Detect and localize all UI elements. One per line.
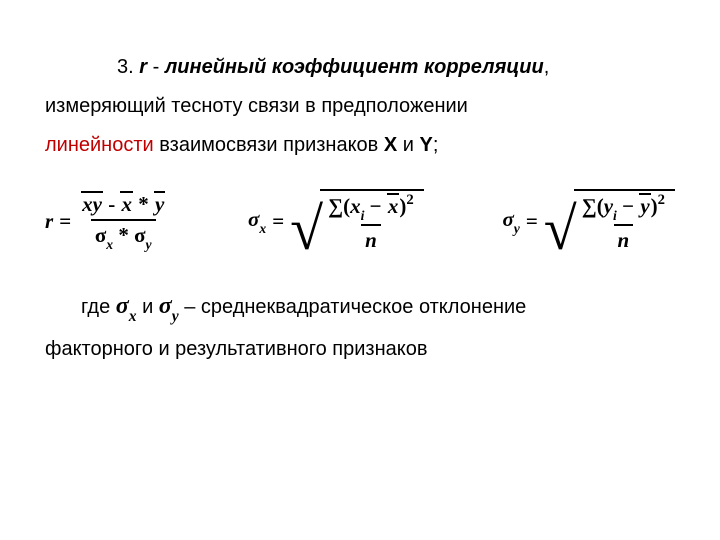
sub-i: i bbox=[361, 208, 365, 223]
paragraph-where: где σx и σy – среднеквадратическое откло… bbox=[45, 283, 675, 330]
r-numerator: xy - x * y bbox=[77, 191, 169, 219]
linearity-word: линейности bbox=[45, 134, 154, 156]
item-number: 3. bbox=[117, 56, 134, 78]
sy-numerator: ∑(yi − y)2 bbox=[578, 193, 669, 224]
sqrt: √ ∑(xi − x)2 n bbox=[290, 189, 424, 253]
radical-icon: √ bbox=[290, 206, 323, 253]
std-deviation: среднеквадратическое отклонение bbox=[201, 296, 526, 318]
star2: * bbox=[113, 223, 134, 247]
sx-fraction: ∑(xi − x)2 n bbox=[324, 193, 418, 253]
formula-sigma-y: σy = √ ∑(yi − y)2 n bbox=[502, 189, 675, 253]
equals: = bbox=[526, 209, 538, 234]
y: y bbox=[640, 194, 649, 218]
sx-denominator: n bbox=[361, 224, 381, 253]
sum-icon: ∑ bbox=[582, 194, 597, 218]
symbol-r: r bbox=[139, 56, 147, 78]
symbol-Y: Y bbox=[420, 134, 433, 156]
paragraph-1: 3. r - линейный коэффициент корреляции, bbox=[45, 48, 675, 87]
paragraph-2: измеряющий тесноту связи в предположении bbox=[45, 87, 675, 126]
minus: − bbox=[364, 194, 386, 218]
page: 3. r - линейный коэффициент корреляции, … bbox=[0, 0, 720, 369]
formula-row: r = xy - x * y σx * σy σx = √ ∑(xi bbox=[45, 189, 675, 253]
sub-y: y bbox=[172, 308, 179, 325]
sub-i: i bbox=[613, 208, 617, 223]
paragraph-3: линейности взаимосвязи признаков X и Y; bbox=[45, 126, 675, 165]
x: x bbox=[388, 194, 399, 218]
r-fraction: xy - x * y σx * σy bbox=[77, 191, 169, 251]
y-bar: y bbox=[639, 193, 650, 217]
minus: − bbox=[617, 194, 639, 218]
formula-r: r = xy - x * y σx * σy bbox=[45, 191, 169, 251]
sqrt-body: ∑(yi − y)2 n bbox=[574, 189, 675, 253]
x-bar: x bbox=[387, 193, 400, 217]
sigma: σ bbox=[248, 207, 259, 231]
n: n bbox=[365, 228, 377, 252]
symbol-X: X bbox=[384, 134, 397, 156]
dash: – bbox=[184, 296, 195, 318]
radical-icon: √ bbox=[544, 206, 577, 253]
x-bar: x bbox=[120, 191, 133, 215]
open-paren: ( bbox=[597, 194, 604, 218]
text-span-1: взаимосвязи признаков bbox=[154, 134, 384, 156]
squared: 2 bbox=[406, 192, 413, 208]
sub-x: x bbox=[259, 221, 266, 236]
sub-x: x bbox=[129, 308, 137, 325]
sx-lhs: σx bbox=[248, 207, 266, 235]
r-denominator: σx * σy bbox=[91, 219, 156, 251]
sqrt: √ ∑(yi − y)2 n bbox=[544, 189, 675, 253]
sigma: σ bbox=[116, 293, 129, 319]
paragraph-last: факторного и результативного признаков bbox=[45, 330, 675, 369]
x: x bbox=[121, 192, 132, 216]
xy: xy bbox=[82, 192, 102, 216]
equals: = bbox=[59, 209, 71, 234]
sx-numerator: ∑(xi − x)2 bbox=[324, 193, 418, 224]
yi: y bbox=[604, 194, 613, 218]
sigma: σ bbox=[159, 293, 172, 319]
y-bar: y bbox=[154, 191, 165, 215]
sub-y: y bbox=[146, 237, 152, 252]
minus: - bbox=[103, 192, 121, 216]
equals: = bbox=[272, 209, 284, 234]
y: y bbox=[155, 192, 164, 216]
sy-lhs: σy bbox=[502, 207, 519, 235]
dash: - bbox=[153, 56, 165, 78]
sy-fraction: ∑(yi − y)2 n bbox=[578, 193, 669, 253]
semicolon: ; bbox=[433, 134, 439, 156]
sigma: σ bbox=[502, 207, 513, 231]
comma: , bbox=[544, 56, 550, 78]
where-word: где bbox=[81, 296, 110, 318]
xi: x bbox=[350, 194, 361, 218]
term-correlation: линейный коэффициент корреляции bbox=[165, 56, 544, 78]
sqrt-body: ∑(xi − x)2 n bbox=[320, 189, 424, 253]
sub-x: x bbox=[106, 237, 113, 252]
sigma-x: σx bbox=[116, 293, 137, 319]
close-paren: ) bbox=[651, 194, 658, 218]
sy-denominator: n bbox=[614, 224, 634, 253]
sigma-y: σy bbox=[159, 293, 179, 319]
sigma-y: σ bbox=[134, 223, 145, 247]
sigma-x: σ bbox=[95, 223, 106, 247]
xy-bar: xy bbox=[81, 191, 103, 215]
star: * bbox=[133, 192, 154, 216]
and-word: и bbox=[142, 296, 153, 318]
and-span: и bbox=[397, 134, 419, 156]
squared: 2 bbox=[658, 192, 665, 208]
r-lhs: r bbox=[45, 209, 53, 234]
sub-y: y bbox=[514, 221, 520, 236]
formula-sigma-x: σx = √ ∑(xi − x)2 n bbox=[248, 189, 424, 253]
sum-icon: ∑ bbox=[328, 194, 343, 218]
n: n bbox=[618, 228, 630, 252]
